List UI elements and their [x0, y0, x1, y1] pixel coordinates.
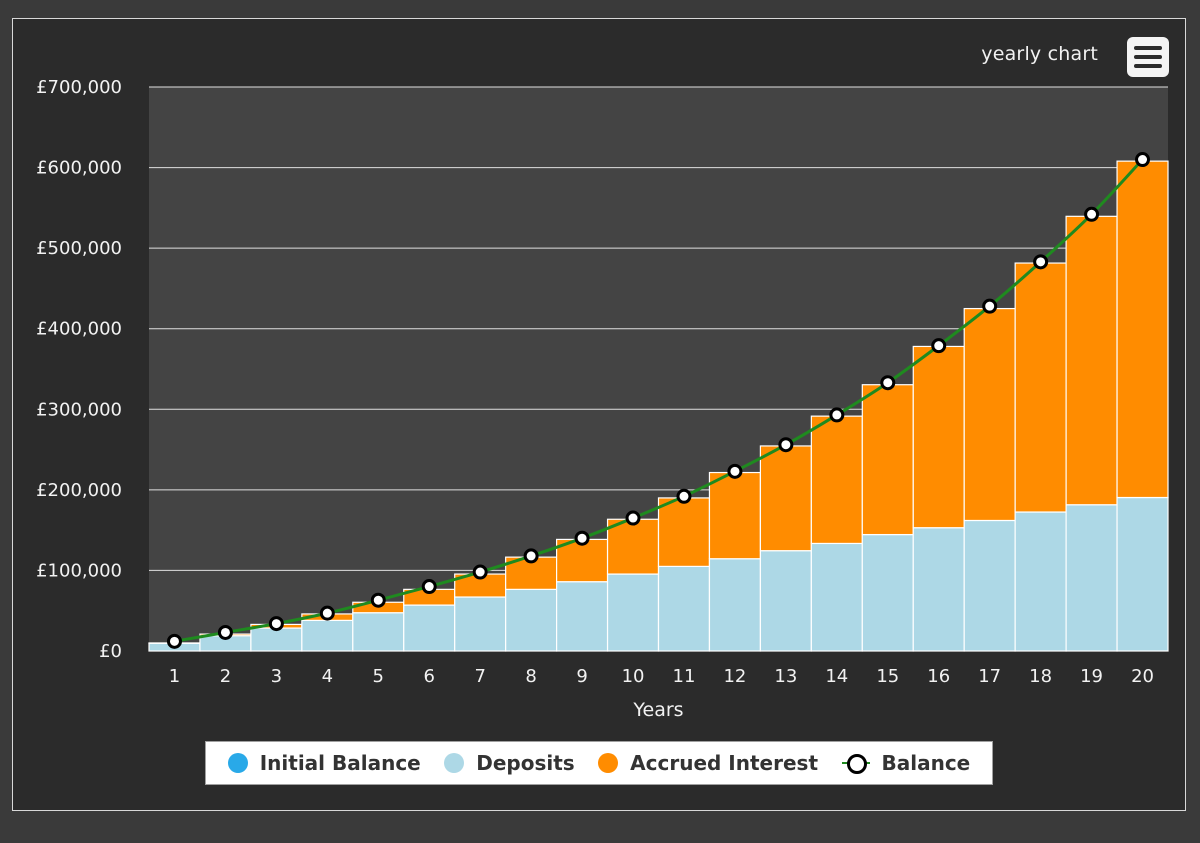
x-tick-label: 11 [673, 666, 696, 687]
bar-accrued-interest[interactable] [861, 384, 914, 536]
bar-deposits[interactable] [810, 542, 863, 652]
x-tick-label: 9 [576, 666, 587, 687]
x-tick-label: 13 [774, 666, 797, 687]
balance-point[interactable] [625, 510, 641, 526]
bar-deposits[interactable] [708, 558, 762, 652]
y-tick-label: £700,000 [36, 77, 122, 98]
x-tick-label: 2 [220, 666, 231, 687]
bar-deposits[interactable] [1014, 511, 1067, 652]
balance-point[interactable] [676, 488, 692, 504]
x-tick-label: 8 [525, 666, 536, 687]
bar-deposits[interactable] [963, 519, 1016, 652]
balance-point[interactable] [1084, 206, 1100, 222]
balance-point[interactable] [727, 463, 743, 479]
balance-point[interactable] [1033, 254, 1049, 270]
y-tick-label: £200,000 [36, 480, 122, 501]
bar-deposits[interactable] [657, 565, 711, 652]
x-tick-label: 18 [1029, 666, 1052, 687]
balance-point[interactable] [472, 564, 488, 580]
balance-point[interactable] [931, 338, 947, 354]
balance-point[interactable] [1135, 152, 1151, 168]
balance-point[interactable] [982, 298, 998, 314]
legend-label: Initial Balance [259, 751, 421, 775]
bar-deposits[interactable] [403, 604, 456, 652]
legend-marker-accrued-interest [598, 753, 619, 773]
x-tick-label: 7 [474, 666, 485, 687]
bottom-shadow [0, 811, 1200, 843]
bar-accrued-interest[interactable] [1116, 160, 1169, 499]
bar-deposits[interactable] [250, 627, 303, 652]
hamburger-menu-icon [1134, 46, 1162, 50]
x-tick-label: 17 [978, 666, 1001, 687]
bar-deposits[interactable] [912, 527, 965, 652]
x-tick-label: 19 [1080, 666, 1103, 687]
balance-point[interactable] [523, 548, 539, 564]
bar-deposits[interactable] [759, 550, 812, 652]
bar-deposits[interactable] [1065, 504, 1118, 652]
bar-deposits[interactable] [606, 573, 660, 652]
bar-accrued-interest[interactable] [963, 307, 1016, 522]
legend-item-deposits[interactable]: Deposits [444, 751, 575, 775]
bar-deposits[interactable] [1116, 496, 1169, 652]
bar-deposits[interactable] [505, 588, 558, 652]
legend-label: Balance [881, 751, 971, 775]
x-tick-label: 14 [825, 666, 848, 687]
legend-marker-deposits [444, 753, 465, 773]
balance-point[interactable] [268, 616, 284, 632]
y-tick-label: £600,000 [36, 158, 122, 179]
balance-point[interactable] [778, 437, 794, 453]
chart-title: yearly chart [981, 43, 1098, 65]
bar-deposits[interactable] [861, 533, 914, 652]
legend-label: Accrued Interest [630, 751, 819, 775]
balance-point[interactable] [319, 605, 335, 621]
x-tick-label: 1 [169, 666, 180, 687]
hamburger-menu-icon [1134, 64, 1162, 68]
bar-accrued-interest[interactable] [810, 415, 863, 545]
legend-item-initial-balance[interactable]: Initial Balance [227, 751, 421, 775]
bar-deposits[interactable] [301, 619, 354, 652]
y-tick-label: £400,000 [36, 319, 122, 340]
x-tick-label: 6 [423, 666, 434, 687]
legend-item-accrued-interest[interactable]: Accrued Interest [598, 751, 818, 775]
y-tick-label: £0 [99, 641, 122, 662]
x-tick-label: 16 [927, 666, 950, 687]
balance-point[interactable] [217, 624, 233, 640]
x-tick-label: 12 [723, 666, 746, 687]
bar-accrued-interest[interactable] [555, 538, 609, 583]
balance-point[interactable] [880, 375, 896, 391]
chart-menu-button[interactable] [1127, 37, 1169, 77]
x-axis-label: Years [632, 699, 683, 721]
bar-accrued-interest[interactable] [912, 345, 965, 529]
x-tick-label: 3 [271, 666, 282, 687]
bar-deposits[interactable] [352, 612, 405, 652]
legend-label: Deposits [476, 751, 575, 775]
x-tick-label: 10 [622, 666, 645, 687]
legend-marker-initial-balance [227, 753, 248, 773]
balance-point[interactable] [421, 579, 437, 595]
balance-point[interactable] [370, 592, 386, 608]
bar-deposits[interactable] [555, 581, 609, 652]
bar-accrued-interest[interactable] [708, 471, 762, 560]
bar-deposits[interactable] [454, 596, 507, 652]
hamburger-menu-icon [1134, 55, 1162, 59]
y-tick-label: £500,000 [36, 238, 122, 259]
x-tick-label: 4 [322, 666, 333, 687]
bar-accrued-interest[interactable] [759, 445, 812, 552]
chart-legend: Initial Balance Deposits Accrued Interes… [205, 741, 993, 785]
balance-point[interactable] [574, 530, 590, 546]
bar-accrued-interest[interactable] [1014, 262, 1067, 513]
x-tick-label: 15 [876, 666, 899, 687]
bar-accrued-interest[interactable] [1065, 215, 1118, 506]
x-tick-label: 5 [373, 666, 384, 687]
bar-accrued-interest[interactable] [606, 518, 660, 575]
balance-point[interactable] [166, 633, 182, 649]
x-tick-label: 20 [1131, 666, 1154, 687]
y-tick-label: £100,000 [36, 560, 122, 581]
bar-accrued-interest[interactable] [657, 497, 711, 567]
balance-point[interactable] [829, 407, 845, 423]
y-tick-label: £300,000 [36, 399, 122, 420]
legend-marker-balance [841, 753, 870, 774]
legend-item-balance[interactable]: Balance [841, 751, 971, 775]
